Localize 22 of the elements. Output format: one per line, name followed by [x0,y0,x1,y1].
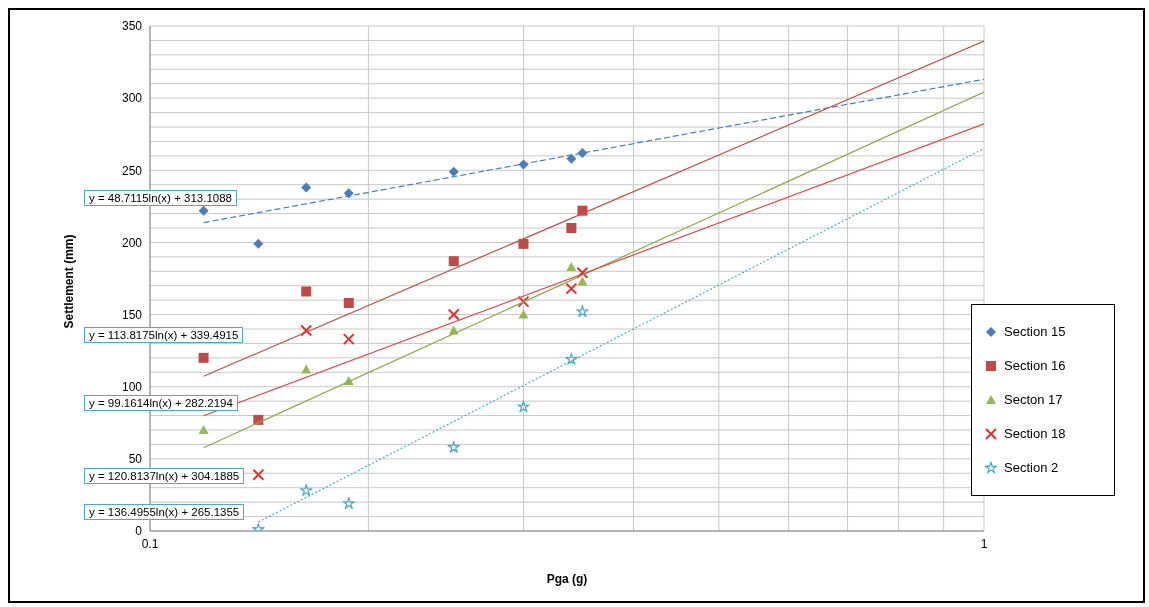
annotation: y = 99.1614ln(x) + 282.2194 [84,394,238,411]
y-tick-label: 250 [121,163,143,178]
y-tick-label: 200 [121,235,143,250]
y-axis-title: Settlement (mm) [62,234,77,329]
x-tick-label: 1 [980,536,988,551]
legend-label: Secton 17 [1004,392,1063,408]
annotation: y = 48.7115ln(x) + 313.1088 [84,189,238,206]
x-axis-title: Pga (g) [546,572,588,586]
y-tick-label: 350 [121,19,143,34]
y-tick-label: 300 [121,91,143,106]
annotation: y = 136.4955ln(x) + 265.1355 [84,504,245,521]
y-tick-label: 0 [135,524,143,539]
legend-label: Section 18 [1004,426,1066,442]
y-tick-label: 50 [128,452,143,467]
legend-label: Section 2 [1004,460,1059,476]
x-tick-label: 0.1 [141,536,159,551]
annotation: y = 113.8175ln(x) + 339.4915 [84,326,244,343]
annotation: y = 120.8137ln(x) + 304.1885 [84,467,245,484]
y-tick-label: 100 [121,379,143,394]
legend-label: Section 16 [1004,358,1066,374]
y-tick-label: 150 [121,307,143,322]
legend-label: Section 15 [1004,324,1066,340]
